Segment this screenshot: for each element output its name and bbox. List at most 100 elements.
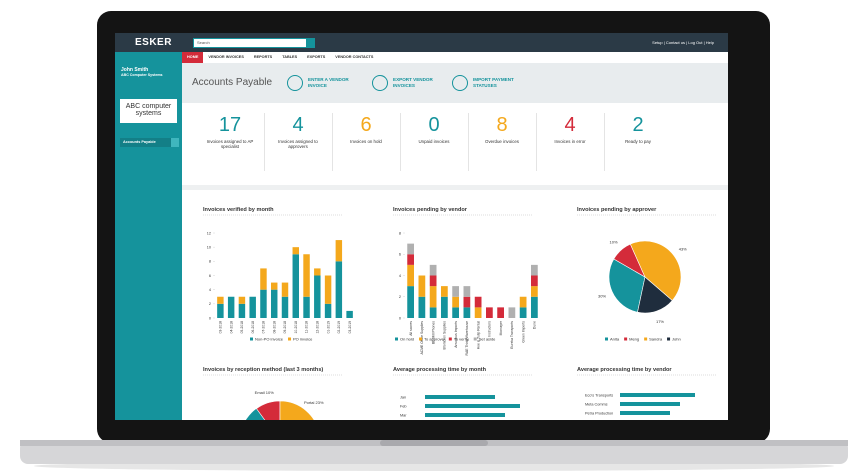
bar-segment (281, 282, 289, 297)
logo[interactable]: ESKER (135, 37, 172, 48)
kpi-value: 4 (292, 114, 304, 136)
kpi-value: 8 (496, 114, 508, 136)
y-tick-label: 8 (399, 231, 401, 235)
charts: Invoices verified by month 0 2 4 6 8 10 12 03-20… (203, 207, 717, 420)
bar (425, 395, 495, 399)
nav-bar: HOME VENDOR INVOICES REPORTS TABLES EXPORTS V… (182, 52, 728, 63)
legend-swatch (448, 337, 452, 341)
action-label[interactable]: EXPORT VENDOR INVOICES (393, 77, 433, 88)
x-tick-label: 08-2018 (272, 321, 276, 334)
y-tick-label: 6 (399, 253, 401, 257)
legend-label: Anita (610, 336, 620, 341)
legend-label: On hold (400, 336, 414, 341)
bar-segment (227, 296, 235, 318)
legend-label: Set aside (479, 336, 496, 341)
x-tick-label: BE Mill Phones (431, 321, 435, 344)
y-tick-label: 0 (399, 316, 401, 320)
nav-item[interactable]: EXPORTS (307, 55, 326, 59)
action-icon[interactable] (452, 75, 468, 91)
bar-segment (418, 275, 426, 297)
bar-label: Meta Comms (585, 403, 608, 407)
action-button[interactable]: ENTER A VENDOR INVOICE (287, 75, 352, 91)
nav-item[interactable]: VENDOR CONTACTS (335, 55, 374, 59)
x-tick-label: ACME Office Supplies (420, 321, 424, 355)
legend-swatch (473, 337, 477, 341)
selector-button[interactable] (171, 138, 179, 147)
bar-segment (346, 310, 353, 318)
bar-label: Mar (400, 414, 407, 418)
chart-title: Average processing time by vendor (577, 367, 672, 373)
action-icon[interactable] (287, 75, 303, 91)
kpi: 0 Unpaid invoices (400, 113, 469, 171)
action-label[interactable]: ENTER A VENDOR INVOICE (308, 77, 349, 88)
kpi-label: Invoices assigned to approvers (278, 139, 318, 150)
bar-segment (407, 254, 414, 265)
bar-segment (217, 303, 224, 318)
nav-item[interactable]: HOME (182, 52, 204, 63)
action-label[interactable]: IMPORT PAYMENT STATUSES (473, 77, 514, 88)
nav-item[interactable]: REPORTS (253, 55, 273, 59)
bar-segment (463, 296, 471, 308)
bar-label: Eco's Transports (585, 394, 613, 398)
pie-slice (608, 258, 646, 313)
sidebar: John Smith ABC Computer Systems ABC comp… (115, 52, 182, 420)
bar-segment (260, 268, 267, 290)
top-bar: ESKER Search Setup | Contact us | Log Ou… (115, 33, 728, 52)
x-tick-label: 05-2018 (240, 321, 244, 334)
bar-segment (418, 296, 426, 318)
y-tick-label: 12 (207, 231, 211, 235)
company: ABC Computer Systems (121, 73, 163, 77)
bar-segment (303, 254, 310, 297)
pie-label: Email 10% (255, 390, 275, 395)
y-tick-label: 2 (399, 295, 401, 299)
legend-swatch (644, 337, 648, 341)
bar-segment (314, 275, 321, 318)
x-tick-label: 07-2018 (262, 321, 266, 334)
kpi-area: 17 Invoices assigned to AP specialist 4 Inv… (182, 103, 728, 190)
action-button[interactable]: IMPORT PAYMENT STATUSES (452, 75, 517, 91)
bar (620, 402, 680, 406)
bar-label: Petra Production (585, 412, 613, 416)
x-tick-label: 02-2019 (337, 321, 341, 334)
module-selector[interactable]: Accounts Payable (120, 138, 173, 147)
y-tick-label: 4 (399, 274, 401, 278)
x-tick-label: 10-2018 (294, 321, 298, 334)
bar-segment (407, 243, 414, 255)
nav-item[interactable]: TABLES (282, 55, 298, 59)
x-tick-label: 01-2019 (326, 321, 330, 334)
y-tick-label: 2 (209, 302, 211, 306)
page-title: Accounts Payable (192, 77, 273, 88)
pie-slice (279, 400, 315, 420)
bar-segment (486, 307, 493, 318)
bar-segment (238, 303, 246, 318)
pie-label: 30% (598, 294, 606, 299)
x-tick-label: Bromblen Supplies (443, 321, 447, 350)
kpi-value: 0 (428, 114, 440, 136)
pie-label: 43% (679, 246, 687, 251)
nav-item[interactable]: VENDOR INVOICES (208, 55, 244, 59)
bar-segment (260, 289, 267, 318)
search-button[interactable] (306, 38, 315, 48)
x-tick-label: Green Imports (521, 321, 525, 343)
x-tick-label: 12-2018 (316, 321, 320, 334)
action-button[interactable]: EXPORT VENDOR INVOICES (372, 75, 437, 91)
x-tick-label: 09-2018 (283, 321, 287, 334)
bar-segment (531, 296, 538, 318)
top-links[interactable]: Setup | Contact us | Log Out | Help (652, 40, 714, 45)
kpi: 2 Ready to pay (604, 113, 672, 171)
kpi-value: 4 (564, 114, 576, 136)
bar-segment (519, 307, 527, 318)
chart-title: Invoices pending by approver (577, 207, 657, 213)
legend-label: Meng (629, 336, 639, 341)
bar-segment (324, 303, 332, 318)
legend-swatch (667, 337, 671, 341)
bar-segment (429, 264, 437, 276)
x-tick-label: 06-2018 (251, 321, 255, 334)
action-icon[interactable] (372, 75, 388, 91)
legend-swatch (624, 337, 628, 341)
y-tick-label: 0 (209, 316, 211, 320)
bar-segment (519, 296, 527, 308)
bar-label: Jan (400, 396, 406, 400)
pie-slice (637, 276, 673, 314)
legend-swatch (288, 337, 292, 341)
